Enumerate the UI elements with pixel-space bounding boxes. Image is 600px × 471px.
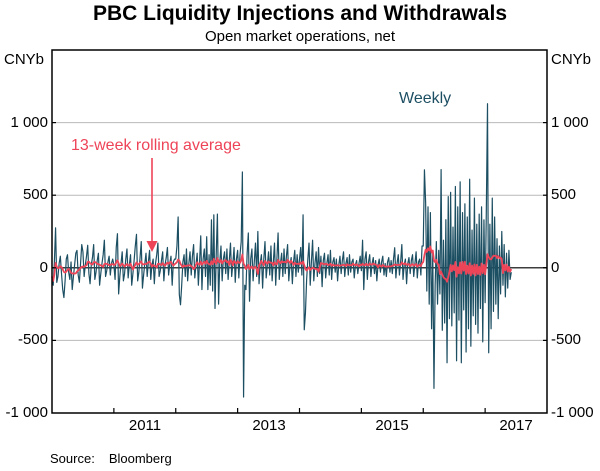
y-tick-label-left-m1000: -1 000 xyxy=(5,404,48,421)
y-axis-unit-right: CNYb xyxy=(551,51,592,68)
y-tick-label-left-500: 500 xyxy=(22,186,48,203)
series-label-weekly: Weekly xyxy=(399,90,452,107)
plot-frame xyxy=(51,49,548,414)
chart-subtitle: Open market operations, net xyxy=(204,28,396,45)
y-tick-label-right-0: 0 xyxy=(551,259,560,276)
y-tick-label-right-m1000: -1 000 xyxy=(551,404,594,421)
y-tick-label-left-1000: 1 000 xyxy=(10,114,48,131)
x-tick-label-2015: 2015 xyxy=(375,417,409,434)
x-tick-label-2011: 2011 xyxy=(128,417,162,434)
y-tick-label-left-0: 0 xyxy=(39,259,48,276)
source-label: Source: xyxy=(50,451,95,466)
y-tick-label-right-1000: 1 000 xyxy=(551,114,589,131)
y-axis-unit-left: CNYb xyxy=(4,51,45,68)
rolling-average-line xyxy=(51,245,513,283)
weekly-series-line xyxy=(51,103,512,398)
y-tick-label-right-500: 500 xyxy=(551,186,577,203)
x-tick-label-2017: 2017 xyxy=(499,417,533,434)
y-tick-label-left-m500: -500 xyxy=(17,331,48,348)
series-label-rolling-average: 13-week rolling average xyxy=(71,137,241,154)
rolling-annotation-arrow-head xyxy=(146,241,158,252)
x-tick-label-2013: 2013 xyxy=(252,417,286,434)
y-tick-label-right-m500: -500 xyxy=(551,331,582,348)
chart-title: PBC Liquidity Injections and Withdrawals xyxy=(92,2,507,25)
source-note: Source: Bloomberg xyxy=(50,451,172,466)
source-value: Bloomberg xyxy=(108,451,172,466)
